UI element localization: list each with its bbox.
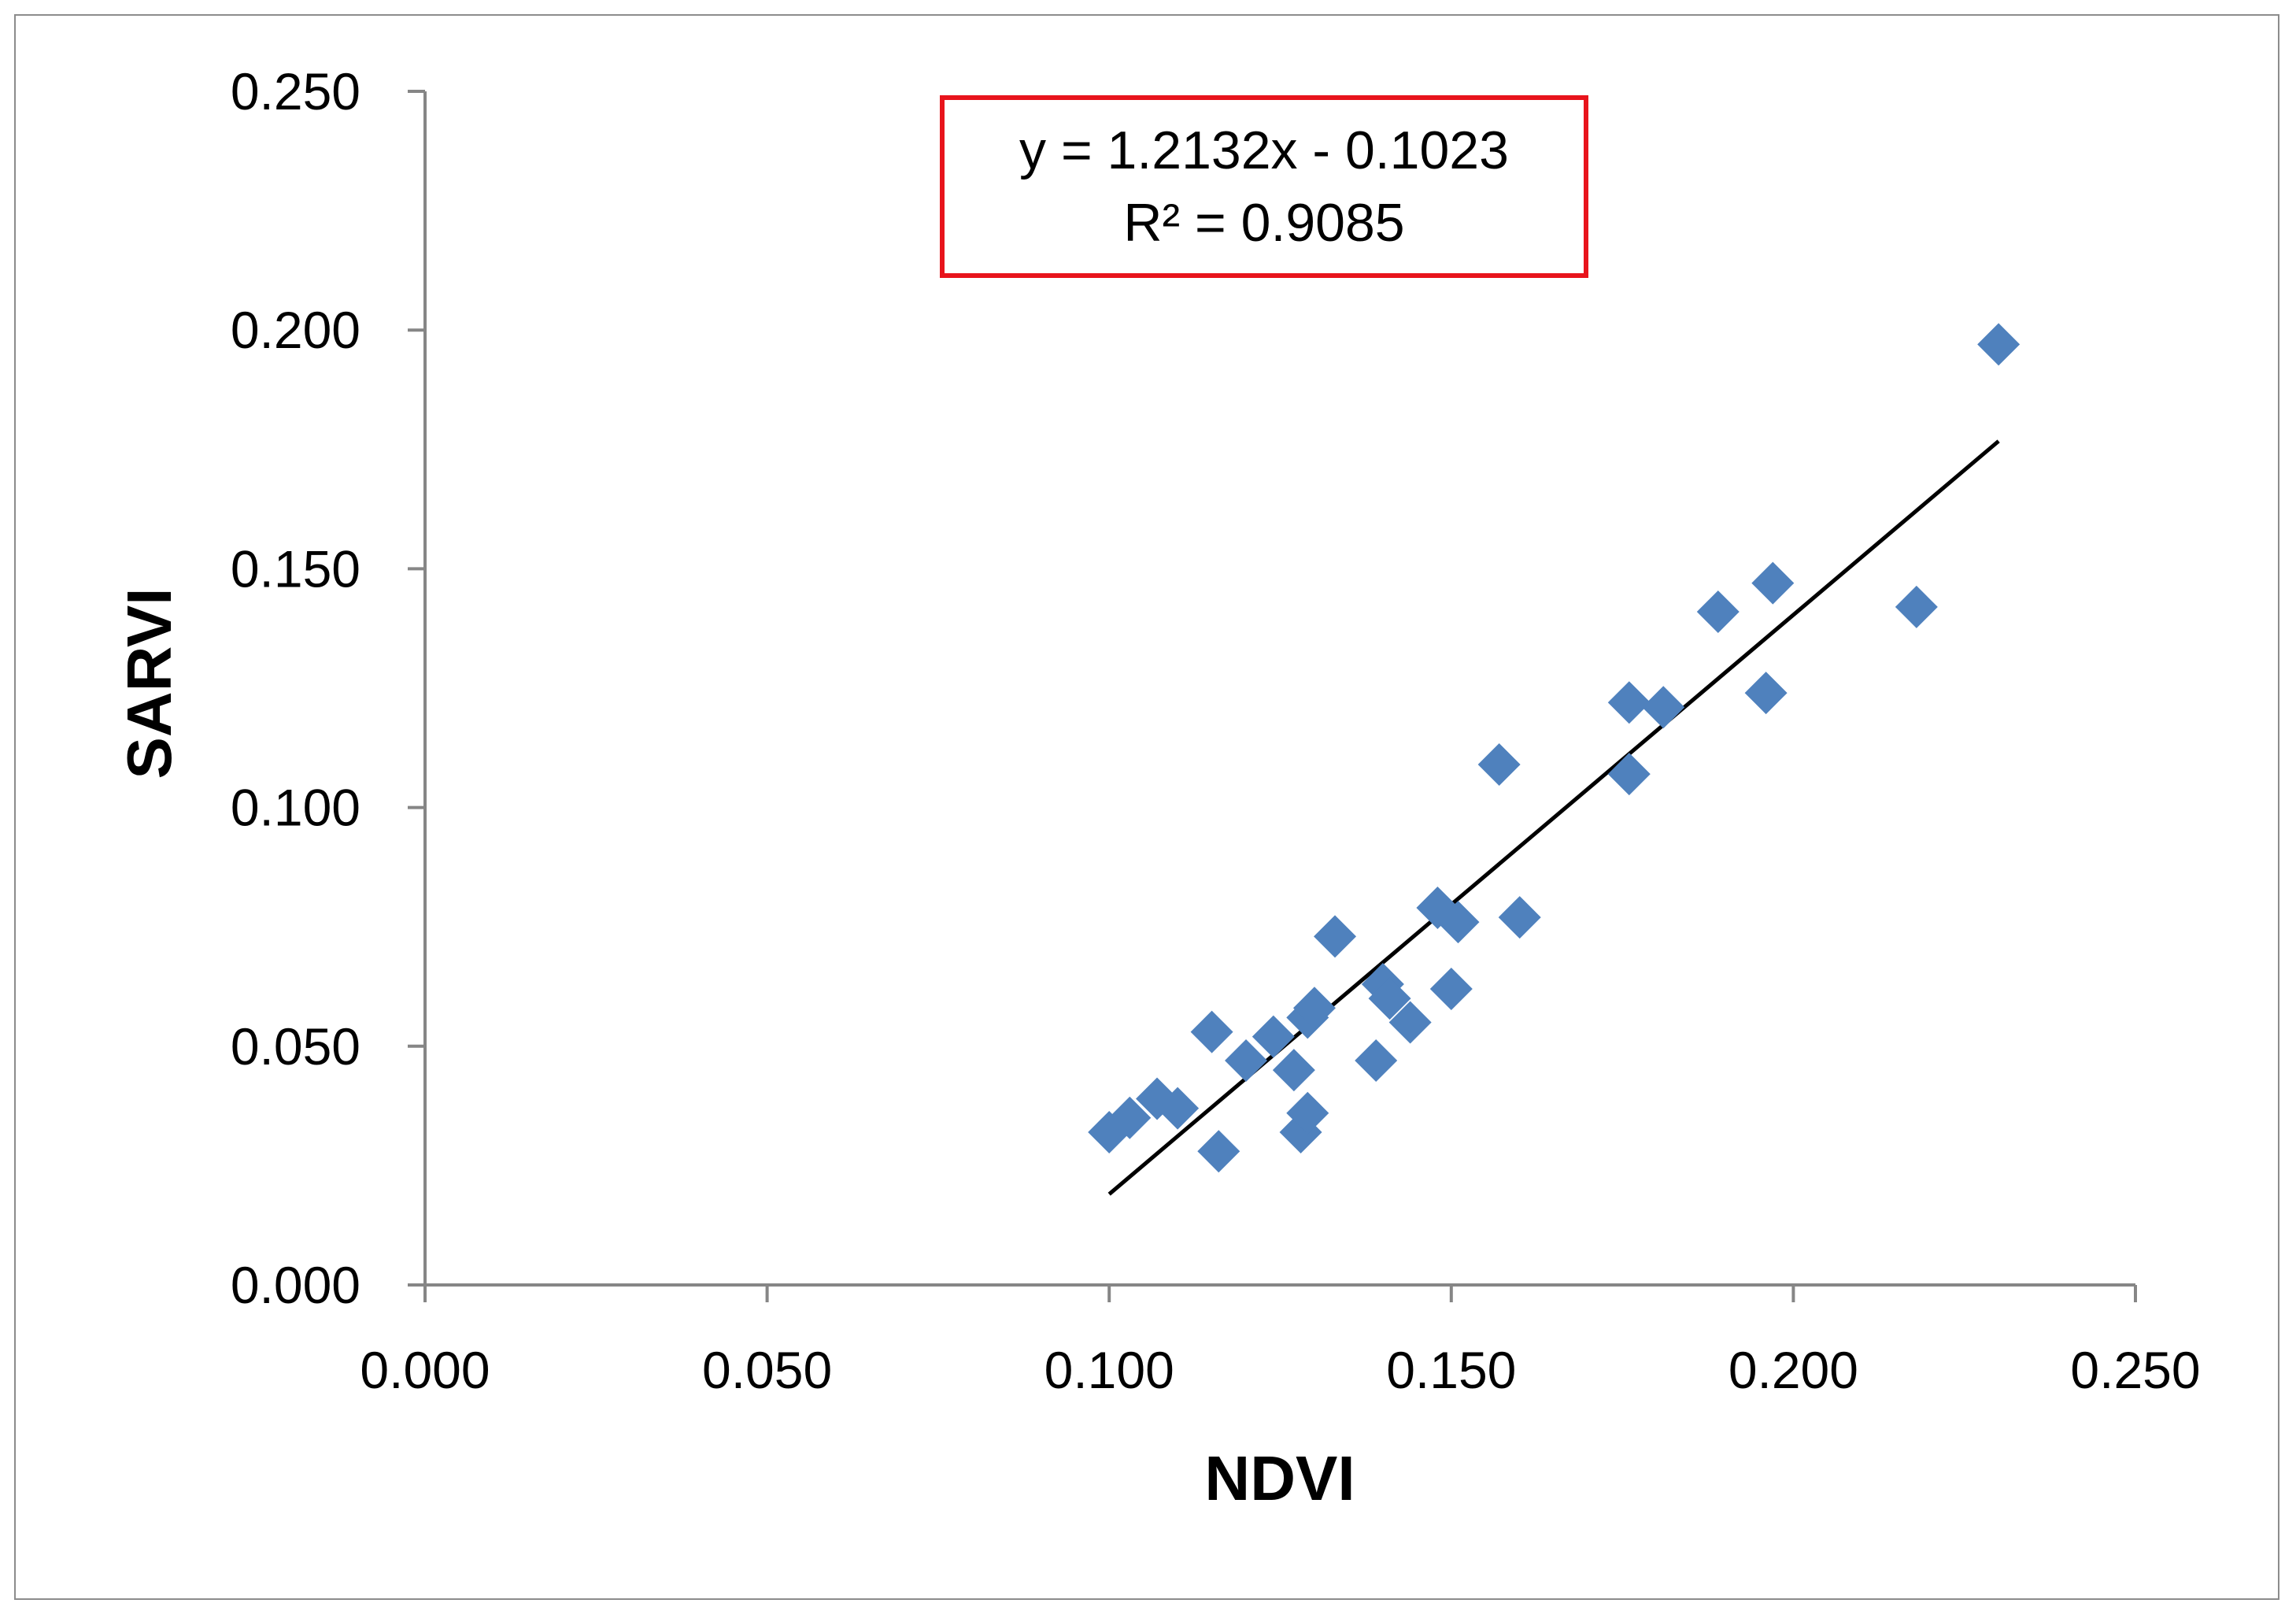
data-point-marker — [1751, 561, 1795, 605]
y-tick-label: 0.000 — [231, 1256, 360, 1314]
data-point-marker — [1368, 977, 1411, 1020]
y-tick-label: 0.150 — [231, 539, 360, 598]
y-axis-title: SARVI — [114, 587, 184, 779]
data-point-marker — [1607, 681, 1651, 724]
x-tick-label: 0.150 — [1386, 1341, 1516, 1399]
x-axis-ticks: 0.000 0.050 0.100 0.150 0.200 0.250 — [360, 1285, 2201, 1399]
x-axis-title: NDVI — [1204, 1443, 1355, 1513]
trendline — [1107, 439, 2000, 1196]
data-point-marker — [1272, 1049, 1315, 1092]
data-point-marker — [1156, 1087, 1200, 1130]
data-point-marker — [1190, 1010, 1233, 1053]
r-squared-label: R² = 0.9085 — [1123, 193, 1405, 253]
data-point-marker — [1314, 915, 1357, 958]
y-axis-ticks: 0.000 0.050 0.100 0.150 0.200 0.250 — [231, 62, 425, 1314]
data-point-marker — [1355, 1039, 1398, 1082]
data-point-marker — [1977, 323, 2021, 366]
data-point-marker — [1498, 896, 1541, 939]
x-tick-label: 0.100 — [1044, 1341, 1174, 1399]
trendline-equation-box: y = 1.2132x - 0.1023 R² = 0.9085 — [940, 95, 1588, 278]
x-tick-label: 0.250 — [2070, 1341, 2200, 1399]
data-point-marker — [1292, 987, 1336, 1030]
data-point-marker — [1696, 590, 1740, 633]
data-point-marker — [1286, 1091, 1329, 1135]
y-tick-label: 0.050 — [231, 1017, 360, 1076]
y-tick-label: 0.100 — [231, 779, 360, 837]
x-tick-label: 0.050 — [702, 1341, 832, 1399]
data-point-marker — [1108, 1096, 1152, 1139]
y-tick-label: 0.200 — [231, 301, 360, 359]
data-point-marker — [1388, 1001, 1432, 1044]
chart-frame — [14, 14, 2279, 1600]
x-tick-label: 0.000 — [360, 1341, 490, 1399]
data-point-marker — [1429, 968, 1473, 1011]
data-point-marker — [1477, 743, 1521, 787]
data-point-marker — [1197, 1130, 1240, 1173]
trendline-equation: y = 1.2132x - 0.1023 — [1019, 120, 1509, 180]
data-point-marker — [1252, 1015, 1295, 1058]
data-point-marker — [1607, 753, 1651, 796]
y-tick-label: 0.250 — [231, 62, 360, 120]
data-point-marker — [1436, 901, 1480, 944]
axes — [423, 91, 2135, 1287]
trendline-group — [1107, 439, 2000, 1196]
x-tick-label: 0.200 — [1728, 1341, 1858, 1399]
data-point-marker — [1642, 686, 1685, 729]
data-point-marker — [1225, 1039, 1268, 1082]
data-point-marker — [1895, 585, 1938, 628]
data-point-marker — [1744, 672, 1788, 715]
data-points — [1088, 323, 2021, 1173]
